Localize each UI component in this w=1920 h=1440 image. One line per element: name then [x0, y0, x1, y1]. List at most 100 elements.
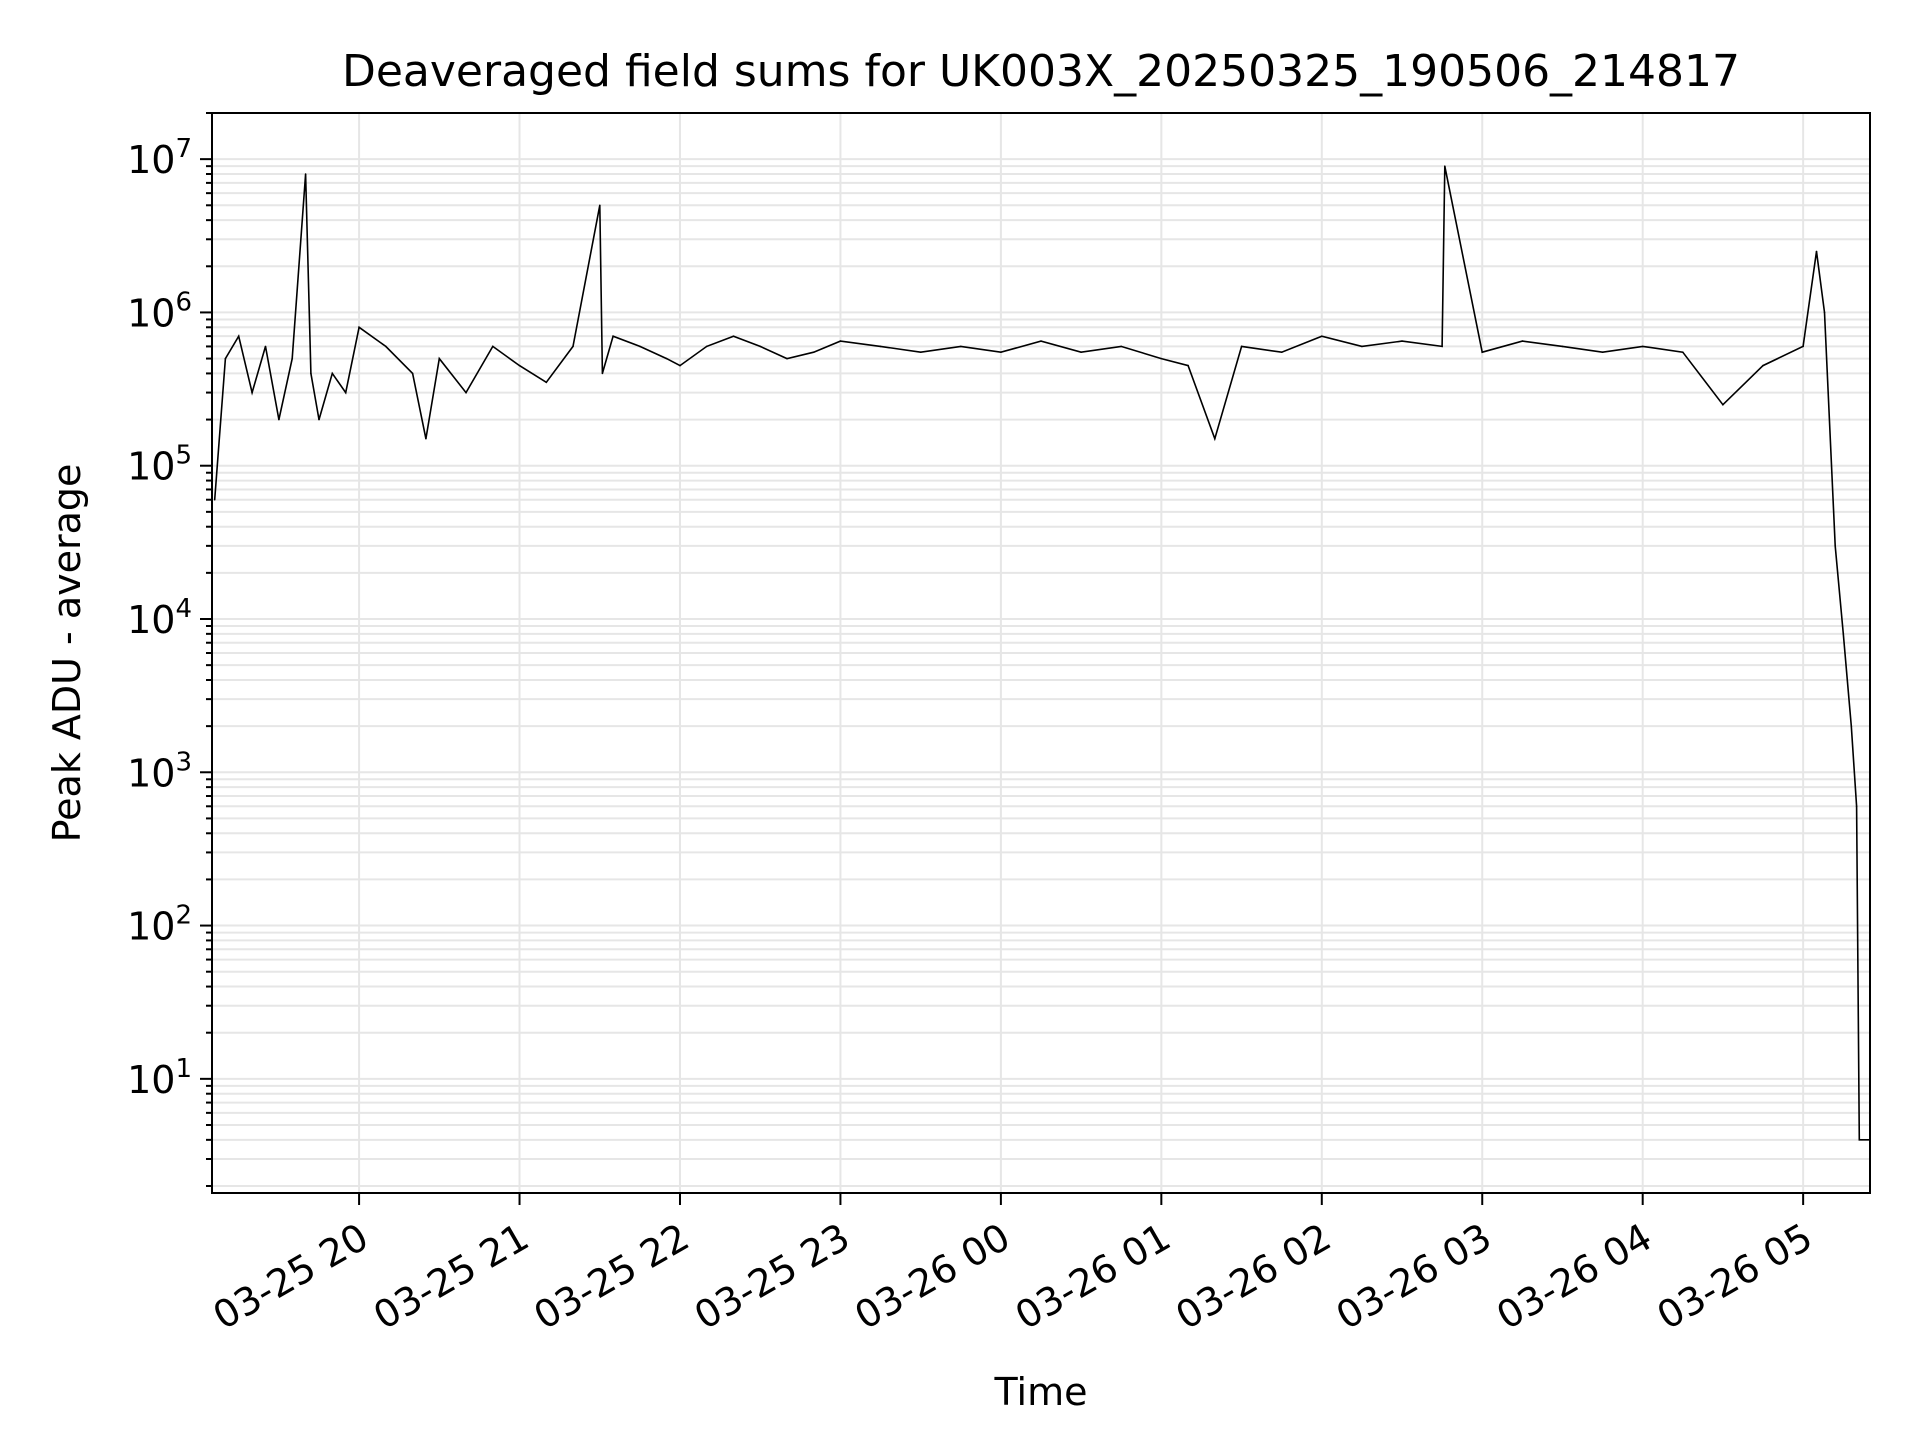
- y-tick-exponent: 7: [175, 134, 192, 164]
- data-point: [1823, 311, 1826, 314]
- data-point: [1858, 1139, 1861, 1141]
- data-point: [1040, 340, 1042, 342]
- data-point: [465, 391, 467, 394]
- data-point: [344, 391, 347, 394]
- data-point: [1214, 437, 1216, 440]
- data-point: [251, 391, 253, 394]
- data-point: [492, 345, 494, 348]
- data-point: [1842, 633, 1845, 635]
- data-point: [1240, 345, 1243, 348]
- data-point: [213, 498, 216, 501]
- y-tick-label: 104: [127, 594, 192, 642]
- x-tick-label: 03-25 21: [366, 1215, 536, 1339]
- data-point: [1187, 364, 1189, 367]
- data-point: [545, 381, 548, 384]
- data-point: [1160, 357, 1163, 360]
- data-point: [1521, 340, 1524, 342]
- data-point: [310, 372, 312, 375]
- data-point: [224, 357, 227, 360]
- x-tick-label: 03-25 20: [206, 1215, 376, 1339]
- data-point: [411, 372, 414, 375]
- data-point: [639, 345, 641, 348]
- y-tick-exponent: 6: [175, 287, 192, 317]
- y-tick-base: 10: [127, 598, 175, 642]
- y-tick-label: 106: [127, 287, 192, 335]
- data-point: [1401, 340, 1403, 342]
- data-point: [599, 204, 601, 207]
- data-point: [812, 351, 815, 354]
- data-point: [839, 340, 842, 342]
- data-point: [1441, 345, 1443, 348]
- data-point: [759, 345, 761, 348]
- data-point: [291, 357, 294, 360]
- data-point: [1000, 351, 1002, 354]
- data-point: [237, 335, 240, 338]
- data-point: [1321, 335, 1323, 338]
- data-point: [1361, 345, 1363, 348]
- data-point: [425, 437, 427, 440]
- data-point: [1762, 364, 1764, 367]
- y-tick-exponent: 3: [175, 747, 192, 777]
- data-point: [438, 357, 441, 360]
- data-point: [331, 372, 334, 375]
- data-point: [1861, 1139, 1863, 1141]
- data-point: [679, 364, 681, 367]
- x-tick-label: 03-26 02: [1168, 1215, 1338, 1339]
- y-tick-exponent: 5: [175, 441, 192, 471]
- y-tick-label: 102: [127, 901, 192, 949]
- data-point: [960, 345, 962, 348]
- data-point: [1120, 345, 1122, 348]
- data-point: [1481, 351, 1483, 354]
- data-point: [1855, 805, 1858, 808]
- data-point: [1561, 345, 1564, 348]
- y-axis-label: Peak ADU - average: [45, 464, 89, 843]
- data-point: [1722, 403, 1724, 406]
- y-tick-label: 105: [127, 441, 192, 489]
- data-point: [385, 345, 387, 348]
- data-point: [705, 345, 708, 348]
- y-tick-exponent: 2: [175, 901, 192, 931]
- data-point: [1280, 351, 1283, 354]
- y-tick-label: 103: [127, 747, 192, 795]
- data-point: [1641, 345, 1644, 348]
- data-point: [612, 335, 614, 338]
- y-tick-label: 101: [127, 1054, 192, 1102]
- y-tick-base: 10: [127, 445, 175, 489]
- data-point: [601, 372, 604, 375]
- data-point: [278, 418, 280, 421]
- data-point: [304, 173, 307, 175]
- x-tick-label: 03-26 05: [1650, 1215, 1820, 1339]
- data-point: [1444, 165, 1446, 167]
- data-point: [786, 357, 788, 360]
- data-point: [665, 357, 668, 360]
- x-axis-label: Time: [994, 1370, 1088, 1414]
- data-point: [1682, 351, 1684, 354]
- y-tick-base: 10: [127, 751, 175, 795]
- y-tick-base: 10: [127, 1058, 175, 1102]
- chart-title: Deaveraged field sums for UK003X_2025032…: [342, 46, 1740, 97]
- x-tick-label: 03-26 03: [1329, 1215, 1499, 1339]
- x-tick-label: 03-25 22: [527, 1215, 697, 1339]
- data-point: [1601, 351, 1604, 354]
- y-tick-exponent: 1: [175, 1054, 192, 1084]
- x-tick-label: 03-26 04: [1489, 1215, 1659, 1339]
- y-tick-label: 107: [127, 134, 192, 182]
- data-point: [1080, 351, 1082, 354]
- data-point: [1802, 345, 1804, 348]
- data-point: [1815, 250, 1818, 253]
- data-point: [879, 345, 882, 348]
- data-point: [358, 326, 360, 329]
- y-tick-base: 10: [127, 905, 175, 949]
- grid-lines: [212, 112, 1870, 1193]
- x-tick-label: 03-25 23: [687, 1215, 857, 1339]
- data-point: [919, 351, 922, 354]
- y-tick-base: 10: [127, 291, 175, 335]
- data-point: [732, 335, 735, 338]
- y-tick-exponent: 4: [175, 594, 192, 624]
- x-tick-label: 03-26 01: [1008, 1215, 1178, 1339]
- data-point: [1850, 725, 1853, 727]
- data-point: [318, 418, 320, 421]
- data-point: [572, 345, 574, 348]
- data-area: [213, 165, 1871, 1141]
